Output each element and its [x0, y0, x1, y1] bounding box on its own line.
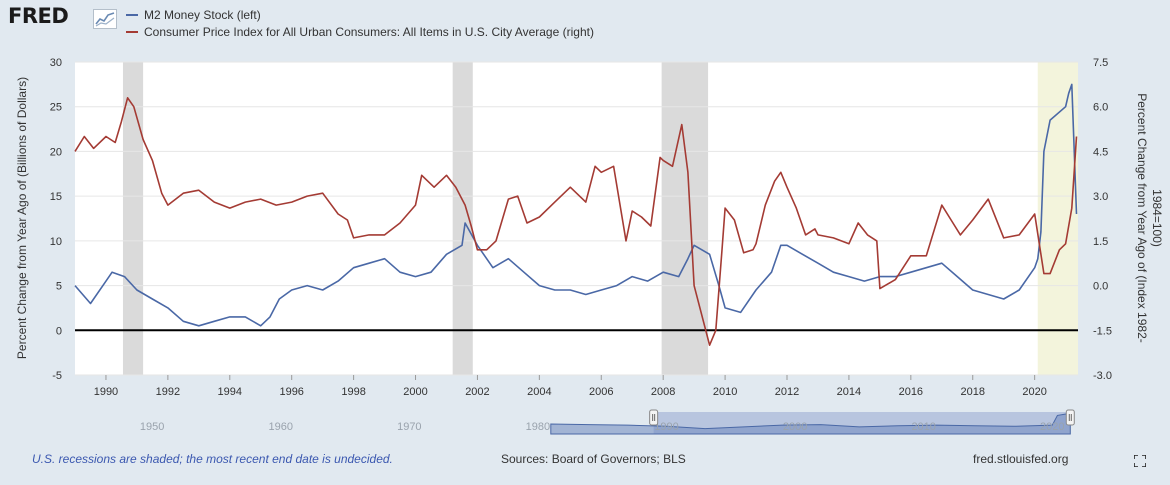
left-axis-tick-label: 20: [50, 146, 62, 158]
series-m2-line[interactable]: [74, 83, 1078, 327]
legend-item-m2[interactable]: M2 Money Stock (left): [126, 6, 594, 23]
plot-area: [75, 62, 1078, 375]
right-axis-tick-label: 1.5: [1093, 236, 1108, 248]
navigator-tick-label: 1990: [654, 421, 678, 433]
x-axis-tick-label: 2006: [589, 386, 613, 398]
left-axis-tick-label: 30: [50, 57, 62, 69]
left-axis-tick-label: 15: [50, 191, 62, 203]
x-axis-tick-label: 2002: [465, 386, 489, 398]
fred-logo-text: FRED: [8, 4, 69, 28]
x-axis-tick-label: 2020: [1022, 386, 1046, 398]
legend-swatch-m2: [126, 13, 138, 16]
left-axis-label: Percent Change from Year Ago of (Billion…: [15, 77, 29, 359]
x-axis-tick-label: 2000: [403, 386, 427, 398]
right-axis-tick-label: 7.5: [1093, 57, 1108, 69]
right-axis-label: Percent Change from Year Ago of (Index 1…: [1135, 93, 1149, 343]
right-axis-tick-label: 0.0: [1093, 281, 1108, 293]
legend-item-cpi[interactable]: Consumer Price Index for All Urban Consu…: [126, 23, 594, 40]
recession-note: U.S. recessions are shaded; the most rec…: [32, 452, 393, 466]
left-axis-tick-label: -5: [52, 370, 62, 382]
right-axis-tick-label: -1.5: [1093, 325, 1112, 337]
x-axis-tick-label: 1998: [341, 386, 365, 398]
legend-label-m2: M2 Money Stock (left): [144, 7, 261, 22]
left-axis-tick-label: 5: [56, 281, 62, 293]
navigator-tick-label: 1980: [526, 421, 550, 433]
x-axis-tick-label: 2012: [775, 386, 799, 398]
navigator-handle-right[interactable]: [1065, 409, 1075, 426]
x-axis-tick-label: 1990: [94, 386, 118, 398]
x-axis-tick-label: 1992: [156, 386, 180, 398]
x-axis-tick-label: 2016: [899, 386, 923, 398]
right-axis-tick-label: 3.0: [1093, 191, 1108, 203]
x-axis-tick-label: 2008: [651, 386, 675, 398]
fred-logo[interactable]: FRED: [8, 4, 69, 28]
left-axis-tick-label: 0: [56, 325, 62, 337]
navigator-tick-label: 1960: [269, 421, 293, 433]
sources-text: Sources: Board of Governors; BLS: [501, 452, 686, 466]
fullscreen-icon[interactable]: [1134, 455, 1146, 467]
right-axis-label-line2: 1984=100): [1150, 189, 1164, 247]
navigator-tick-label: 2020: [1040, 421, 1064, 433]
left-axis-tick-label: 10: [50, 236, 62, 248]
main-chart[interactable]: -5 0 5 10 15 20 25 30 -3.0 -1.5 0.0 1.5 3.0 4.5 6.0 7.5…: [0, 0, 1170, 440]
left-axis-tick-label: 25: [50, 102, 62, 114]
navigator-tick-label: 1950: [140, 421, 164, 433]
range-navigator[interactable]: 1950 1960 1970 1980 1990 2000 2010 2020: [75, 409, 1078, 435]
recession-band: [452, 62, 473, 375]
right-axis-tick-label: 6.0: [1093, 102, 1108, 114]
x-axis-tick-label: 2004: [527, 386, 551, 398]
x-axis-tick-label: 2018: [961, 386, 985, 398]
navigator-tick-label: 1970: [397, 421, 421, 433]
chart-legend: M2 Money Stock (left) Consumer Price Ind…: [126, 6, 594, 40]
right-axis-tick-label: 4.5: [1093, 146, 1108, 158]
right-axis-tick-label: -3.0: [1093, 370, 1112, 382]
x-axis-tick-label: 1994: [218, 386, 242, 398]
x-axis-tick-label: 2014: [837, 386, 861, 398]
navigator-handle-left[interactable]: [649, 409, 659, 426]
series-cpi-line[interactable]: [74, 97, 1078, 347]
x-axis-tick-label: 1996: [279, 386, 303, 398]
legend-label-cpi: Consumer Price Index for All Urban Consu…: [144, 24, 594, 39]
fred-line-chart-icon: [93, 9, 117, 29]
recession-band: [661, 62, 709, 375]
site-link[interactable]: fred.stlouisfed.org: [973, 452, 1069, 466]
navigator-tick-label: 2010: [911, 421, 935, 433]
recession-band: [122, 62, 144, 375]
navigator-tick-label: 2000: [783, 421, 807, 433]
x-axis-tick-label: 2010: [713, 386, 737, 398]
legend-swatch-cpi: [126, 30, 138, 33]
